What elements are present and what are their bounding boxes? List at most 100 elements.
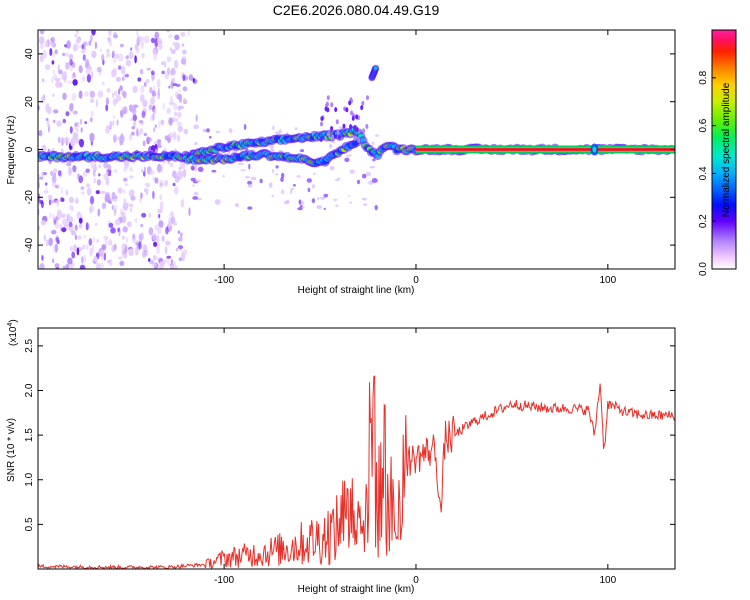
noise-blob [197, 166, 204, 172]
noise-blob [181, 55, 187, 64]
noise-blob [71, 251, 76, 259]
noise-blob [275, 173, 279, 176]
noise-blob [133, 104, 139, 108]
noise-blob [281, 189, 285, 195]
noise-blob [49, 212, 52, 219]
noise-blob [78, 45, 82, 49]
noise-blob [68, 212, 71, 221]
noise-blob [119, 208, 124, 216]
noise-blob [161, 61, 165, 66]
noise-blob [133, 120, 137, 127]
noise-blob [72, 132, 79, 140]
streak-blob [324, 106, 328, 112]
noise-blob [156, 247, 161, 255]
noise-blob [89, 205, 94, 213]
noise-blob [119, 43, 124, 48]
noise-blob [53, 109, 59, 114]
noise-blob [129, 207, 133, 213]
noise-blob [46, 102, 50, 111]
noise-blob [92, 165, 98, 171]
noise-blob [211, 169, 217, 173]
noise-blob [100, 262, 104, 269]
colorbar-tick-label: 0.0 [698, 262, 709, 276]
noise-blob [108, 30, 112, 37]
snr-scale-label: (x104) [7, 319, 19, 346]
noise-blob [177, 230, 180, 234]
noise-blob [43, 234, 46, 242]
noise-blob [275, 165, 279, 169]
noise-blob [112, 98, 117, 106]
noise-blob [68, 166, 72, 176]
noise-blob [156, 78, 161, 88]
noise-blob [73, 244, 77, 252]
noise-blob [142, 140, 146, 147]
noise-blob [82, 54, 86, 61]
noise-blob [103, 235, 109, 240]
noise-blob [128, 104, 133, 112]
noise-blob [132, 85, 138, 94]
noise-blob [136, 128, 139, 137]
noise-blob [228, 128, 233, 134]
noise-blob [172, 116, 175, 123]
noise-blob [63, 223, 68, 227]
noise-blob [271, 169, 275, 173]
noise-blob [138, 241, 141, 249]
noise-blob [152, 53, 158, 61]
noise-blob [344, 157, 350, 162]
noise-blob [150, 37, 156, 44]
noise-blob [170, 259, 174, 264]
noise-blob [121, 90, 126, 96]
noise-blob [180, 232, 183, 238]
noise-blob [52, 258, 55, 264]
noise-blob [112, 57, 117, 64]
noise-blob [157, 91, 160, 100]
noise-blob [76, 37, 81, 44]
noise-blob [119, 109, 126, 115]
noise-blob [44, 40, 49, 48]
noise-blob [349, 201, 353, 204]
noise-blob [160, 119, 164, 126]
noise-blob [152, 190, 155, 200]
noise-blob [197, 197, 202, 201]
noise-blob [52, 168, 58, 173]
noise-blob [51, 77, 54, 84]
noise-blob [135, 242, 139, 246]
noise-blob [167, 259, 170, 266]
noise-blob [58, 69, 63, 75]
noise-blob [60, 196, 63, 202]
noise-blob [86, 187, 92, 196]
noise-blob [105, 170, 109, 176]
noise-blob [130, 117, 133, 122]
noise-blob [153, 108, 157, 115]
noise-blob [79, 118, 83, 125]
noise-blob [168, 34, 173, 39]
noise-blob [244, 176, 250, 179]
noise-blob [63, 71, 67, 78]
x-tick-label: 0 [413, 275, 419, 286]
noise-blob [89, 117, 93, 122]
noise-blob [361, 173, 367, 179]
noise-blob [124, 183, 129, 187]
noise-blob [140, 168, 144, 173]
noise-blob [64, 52, 70, 57]
noise-blob [88, 40, 92, 46]
noise-blob [89, 90, 96, 99]
y-tick-label: -20 [24, 190, 35, 205]
noise-blob [83, 234, 87, 239]
noise-blob [311, 184, 316, 189]
noise-blob [158, 120, 161, 129]
noise-blob [81, 44, 85, 49]
noise-blob [93, 256, 98, 263]
noise-blob [43, 190, 49, 194]
noise-blob [112, 120, 115, 126]
noise-blob [248, 163, 251, 170]
noise-blob [65, 62, 70, 70]
noise-blob [114, 218, 121, 226]
noise-blob [113, 34, 119, 39]
noise-blob [157, 144, 163, 149]
noise-blob [170, 67, 176, 76]
noise-blob [91, 30, 96, 36]
colorbar-tick-label: 0.8 [698, 70, 709, 84]
x-tick-label: -100 [214, 575, 234, 586]
snr-y-label: SNR (10 * v/v) [6, 418, 17, 482]
